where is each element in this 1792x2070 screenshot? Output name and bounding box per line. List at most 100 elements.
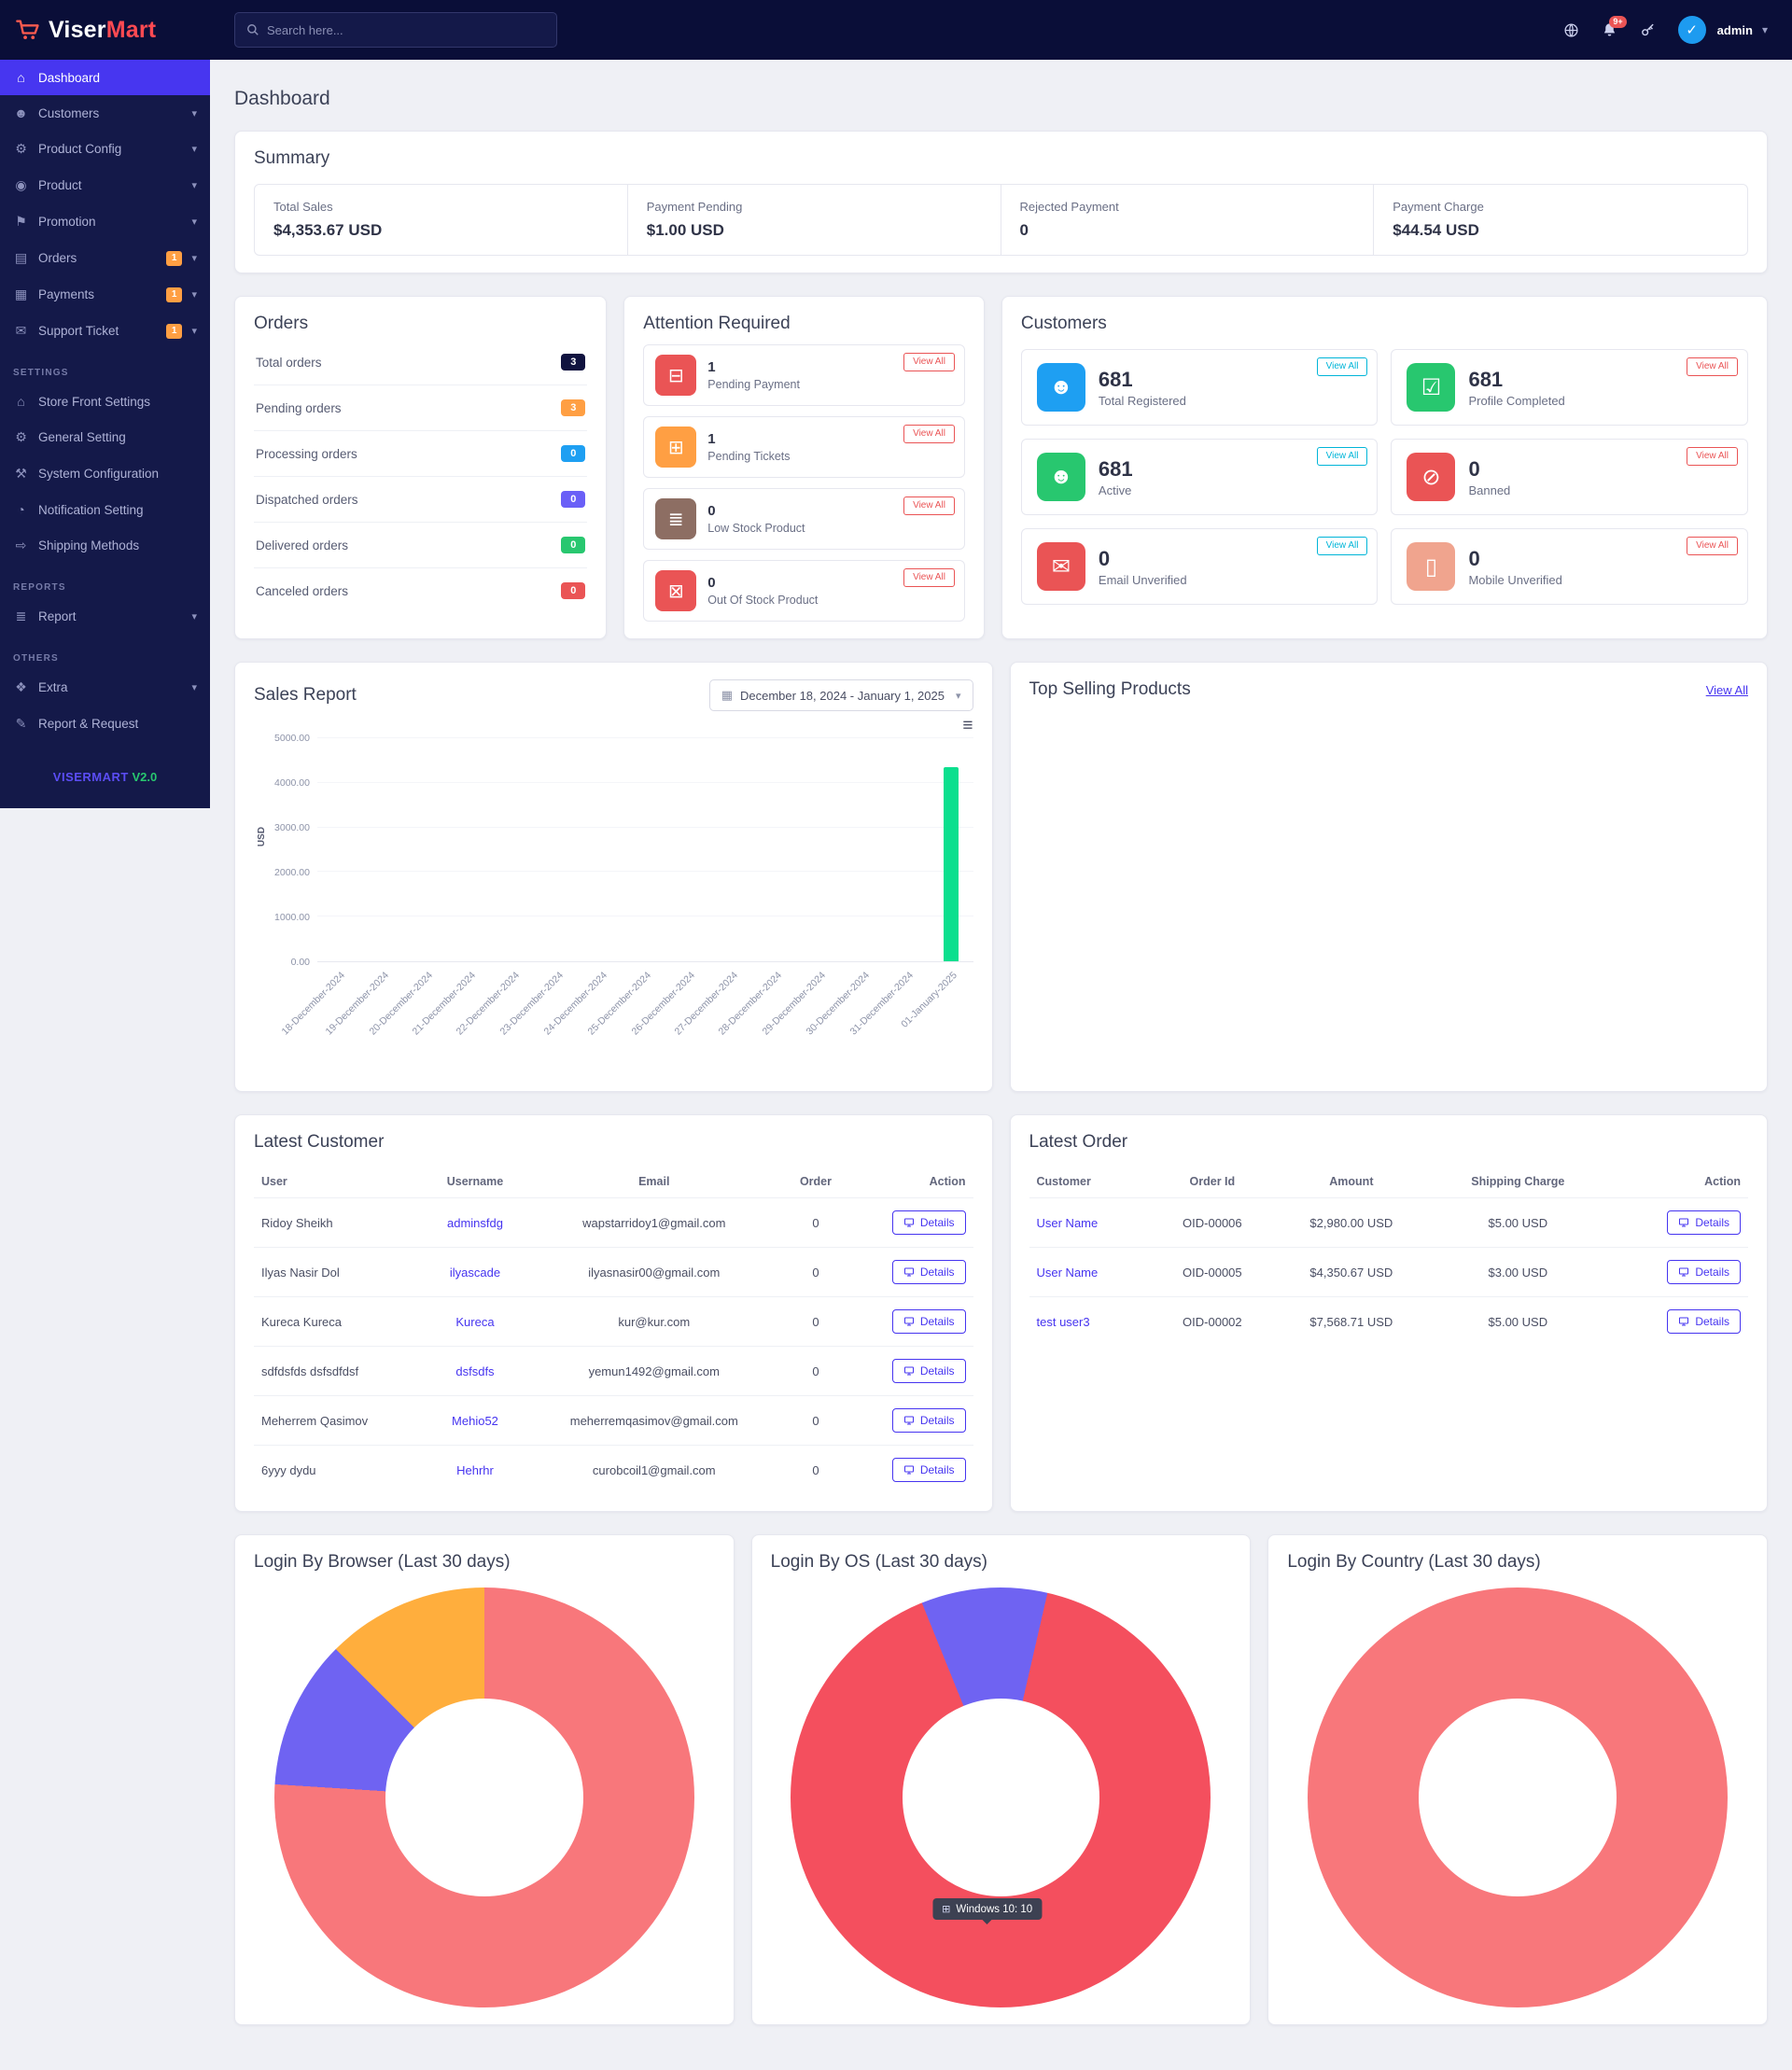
latest-order-title: Latest Order <box>1029 1132 1128 1152</box>
view-all-button[interactable]: View All <box>903 497 955 515</box>
details-button[interactable]: Details <box>891 1458 966 1482</box>
sidebar-item-report-request[interactable]: ✎ Report & Request <box>0 706 210 742</box>
login-by-country-title: Login By Country (Last 30 days) <box>1287 1552 1541 1572</box>
order-id: OID-00006 <box>1152 1197 1273 1248</box>
sidebar-item-label: Report <box>38 609 77 623</box>
summary-item-label: Rejected Payment <box>1019 200 1119 214</box>
column-header: Order <box>799 1175 832 1188</box>
avatar[interactable]: ✓ <box>1677 16 1706 44</box>
brand-logo[interactable]: ViserMart <box>0 17 210 44</box>
view-all-button[interactable]: View All <box>1316 447 1368 466</box>
view-all-button[interactable]: View All <box>903 353 955 371</box>
cart-icon <box>15 17 41 43</box>
sales-chart: USD 0.00 1000.00 2000.00 3000.00 4000.00 5000… <box>254 733 973 1074</box>
details-button[interactable]: Details <box>891 1359 966 1383</box>
table-row: test user3 OID-00002 $7,568.71 USD $5.00 US… <box>1029 1296 1748 1346</box>
out-of-stock-icon: ⊠ <box>655 570 697 611</box>
sidebar-item-orders[interactable]: ▤ Orders 1 ▾ <box>0 240 210 276</box>
view-all-button[interactable]: View All <box>1687 537 1738 555</box>
customer-link[interactable]: test user3 <box>1036 1314 1090 1329</box>
sidebar-item-system-configuration[interactable]: ⚒ System Configuration <box>0 455 210 492</box>
customer-name: Ilyas Nasir Dol <box>254 1247 426 1297</box>
sidebar-item-shipping-methods[interactable]: ⇨ Shipping Methods <box>0 527 210 564</box>
view-all-button[interactable]: View All <box>1316 537 1368 555</box>
details-button[interactable]: Details <box>891 1210 966 1235</box>
chart-menu-icon[interactable]: ≡ <box>962 716 973 735</box>
username-link[interactable]: Hehrhr <box>456 1462 494 1477</box>
search-input[interactable] <box>267 22 545 37</box>
username-link[interactable]: dsfsdfs <box>455 1364 495 1378</box>
order-status-row-processing-orders: Processing orders 0 <box>254 431 588 477</box>
details-button[interactable]: Details <box>1667 1260 1741 1284</box>
table-row: User Name OID-00005 $4,350.67 USD $3.00 USD… <box>1029 1247 1748 1297</box>
chevron-down-icon[interactable]: ▾ <box>1761 23 1768 36</box>
y-tick-label: 0.00 <box>290 957 310 968</box>
column-header: Order Id <box>1189 1175 1236 1188</box>
sidebar-item-product-config[interactable]: ⚙ Product Config ▾ <box>0 131 210 167</box>
username-link[interactable]: Kureca <box>455 1314 495 1329</box>
sidebar-item-notification-setting[interactable]: ◔ Notification Setting <box>0 492 210 527</box>
sidebar-item-customers[interactable]: ☻ Customers ▾ <box>0 95 210 131</box>
sidebar-item-report[interactable]: ≣ Report ▾ <box>0 598 210 635</box>
view-all-button[interactable]: View All <box>903 568 955 587</box>
login-by-browser-title: Login By Browser (Last 30 days) <box>254 1552 511 1572</box>
view-all-link[interactable]: View All <box>1705 682 1748 697</box>
user-menu[interactable]: admin <box>1716 22 1753 37</box>
sidebar-item-product[interactable]: ◉ Product ▾ <box>0 167 210 203</box>
attention-label: Pending Tickets <box>707 450 791 463</box>
username-link[interactable]: adminsfdg <box>446 1215 503 1230</box>
details-button[interactable]: Details <box>1667 1309 1741 1334</box>
order-count-badge: 0 <box>561 582 586 599</box>
dashboard-icon: ⌂ <box>17 70 25 85</box>
order-count: 0 <box>782 1395 849 1446</box>
details-button[interactable]: Details <box>891 1260 966 1284</box>
customer-email: meherremqasimov@gmail.com <box>525 1395 783 1446</box>
sidebar-item-label: Orders <box>38 251 77 265</box>
details-button[interactable]: Details <box>891 1408 966 1433</box>
search-bar[interactable] <box>234 12 557 48</box>
sidebar-item-support-ticket[interactable]: ✉ Support Ticket 1 ▾ <box>0 313 210 349</box>
username-link[interactable]: ilyascade <box>449 1265 501 1280</box>
view-all-button[interactable]: View All <box>1316 357 1368 376</box>
sidebar-section-header: OTHERS <box>13 653 59 664</box>
bell-icon[interactable]: 9+ <box>1602 15 1627 38</box>
order-count-badge: 3 <box>561 354 586 371</box>
app-version: VISERMART V2.0 <box>52 770 158 784</box>
sidebar-item-store-front-settings[interactable]: ⌂ Store Front Settings <box>0 384 210 419</box>
view-all-button[interactable]: View All <box>1687 447 1738 466</box>
customer-name: Kureca Kureca <box>254 1296 426 1347</box>
order-amount: $4,350.67 USD <box>1272 1247 1431 1297</box>
sidebar-item-dashboard[interactable]: ⌂ Dashboard <box>0 60 210 95</box>
latest-order-body: User Name OID-00006 $2,980.00 USD $5.00 USD… <box>1029 1197 1748 1346</box>
summary-item-value: $44.54 USD <box>1393 221 1479 239</box>
orders-icon: ▤ <box>14 250 28 265</box>
order-count-badge: 0 <box>561 445 586 462</box>
sidebar-count-badge: 1 <box>165 250 183 266</box>
column-header: Email <box>638 1175 670 1188</box>
customer-link[interactable]: User Name <box>1036 1265 1099 1280</box>
view-all-button[interactable]: View All <box>1687 357 1738 376</box>
sales-bar <box>944 766 959 961</box>
email-unverified-icon: ✉ <box>1036 542 1085 591</box>
username-link[interactable]: Mehio52 <box>452 1413 498 1428</box>
column-header: Amount <box>1329 1175 1374 1188</box>
chevron-down-icon: ▾ <box>191 682 197 693</box>
chevron-down-icon: ▾ <box>191 180 197 191</box>
details-button[interactable]: Details <box>891 1309 966 1334</box>
sidebar-item-promotion[interactable]: ⚑ Promotion ▾ <box>0 203 210 240</box>
view-all-button[interactable]: View All <box>903 425 955 443</box>
date-range-select[interactable]: ▦ December 18, 2024 - January 1, 2025 ▾ <box>708 679 973 711</box>
details-button[interactable]: Details <box>1667 1210 1741 1235</box>
key-icon[interactable] <box>1640 22 1656 38</box>
login-by-country-card: Login By Country (Last 30 days) <box>1267 1534 1768 2025</box>
chart-column <box>448 738 492 961</box>
customers-card: Customers ☻ 681 Total Registered View All ☑ 6… <box>1001 296 1768 639</box>
column-header: Shipping Charge <box>1471 1175 1565 1188</box>
sidebar-item-payments[interactable]: ▦ Payments 1 ▾ <box>0 276 210 313</box>
customer-link[interactable]: User Name <box>1036 1215 1099 1230</box>
sidebar-item-extra[interactable]: ❖ Extra ▾ <box>0 669 210 706</box>
sidebar-item-general-setting[interactable]: ⚙ General Setting <box>0 419 210 455</box>
customer-stat-count: 0 <box>1468 456 1480 481</box>
order-status-label: Dispatched orders <box>256 492 358 507</box>
globe-icon[interactable] <box>1563 22 1579 38</box>
